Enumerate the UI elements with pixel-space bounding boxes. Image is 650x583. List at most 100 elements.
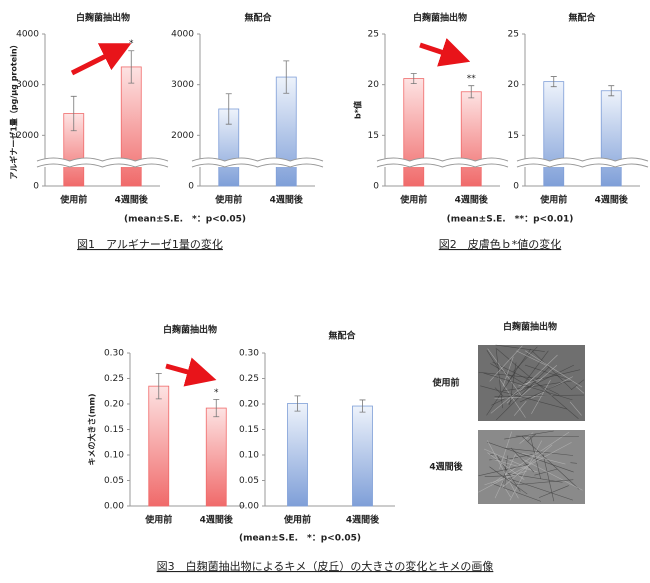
y-tick-label: 0.05 [239,476,259,486]
texture-line [478,463,531,477]
x-tick-label: 4週間後 [270,194,304,206]
y-axis-label: アルギナーゼ1量（pg/μg protein） [9,40,19,179]
axis-break [376,163,509,168]
bar [403,78,425,187]
texture-line [522,452,566,465]
skin-image [478,345,585,421]
note: (mean±S.E. **：p<0.01) [447,215,574,225]
y-tick-label: 0 [188,182,194,192]
texture-line [527,433,537,442]
bar [120,66,142,187]
x-tick-label: 4週間後 [595,194,629,206]
texture-line [509,362,517,406]
chart-title: 無配合 [328,330,356,342]
axis-break-band [377,161,508,167]
texture-line [538,485,569,498]
error-bar [294,395,301,412]
y-tick-label: 25 [508,30,519,40]
texture-line [570,462,577,464]
texture-line [502,476,573,501]
texture-line [516,350,547,366]
texture-line [501,444,553,488]
x-tick-label: 4週間後 [455,194,489,206]
texture-line [524,369,581,383]
trend-arrow [419,38,471,67]
texture-line [487,348,523,397]
texture-line [515,435,579,437]
texture-line [491,364,575,406]
y-tick-label: 0 [373,182,379,192]
y-tick-label: 0.05 [104,476,124,486]
texture-line [494,387,504,397]
texture-line [531,350,573,391]
y-tick-label: 0.10 [239,451,259,461]
texture-line [502,484,511,498]
error-bar [70,95,77,132]
texture-line [509,440,542,501]
error-bar [550,76,557,88]
x-tick-label: 使用前 [214,194,242,206]
y-tick-label: 0.30 [104,349,124,359]
texture-line [502,356,514,387]
bar [287,403,308,507]
y-tick-label: 0.00 [104,502,124,512]
texture-line [478,372,541,379]
y-tick-label: 0.15 [104,425,124,435]
texture-line [504,447,574,456]
bar [148,385,170,507]
texture-line [490,376,535,414]
skin-image [478,430,585,504]
axis-break [36,157,169,162]
texture-line [521,436,580,490]
y-tick-label: 2000 [16,131,39,141]
note: (mean±S.E. *：p<0.05) [124,215,246,225]
y-tick-label: 2000 [171,131,194,141]
y-tick-label: 20 [508,80,520,90]
texture-line [494,394,584,397]
texture-line [515,455,583,491]
texture-line [486,350,499,369]
bar [600,90,622,187]
error-bar [128,50,135,84]
texture-line [530,436,542,479]
texture-line [510,447,535,473]
texture-line [489,345,523,382]
texture-line [512,346,538,373]
error-bar [225,93,232,125]
chart-title: 無配合 [568,12,596,24]
y-tick-label: 0 [33,182,39,192]
axis-break [516,157,649,162]
y-axis-label: キメの大きさ(mm) [87,394,97,466]
texture-line [524,350,583,388]
significance: * [129,39,134,49]
error-bar [155,373,162,400]
y-tick-label: 0.20 [104,400,124,410]
skin-texture [478,344,585,502]
x-tick-label: 使用前 [144,514,172,526]
significance: ** [467,74,477,84]
y-tick-label: 0.00 [239,502,259,512]
chart-title: 白麹菌抽出物 [76,12,130,24]
image-title: 白麹菌抽出物 [503,321,557,333]
texture-line [519,382,562,403]
texture-line [496,366,551,421]
texture-line [487,440,519,499]
caption: 図3 白麹菌抽出物によるキメ（皮丘）の大きさの変化とキメの画像 [157,559,494,573]
axis-break-band [37,161,168,167]
axis-break [36,163,169,168]
bar [352,405,373,507]
y-tick-label: 20 [368,80,380,90]
y-tick-label: 3000 [16,80,39,90]
caption: 図1 アルギナーゼ1量の変化 [77,237,223,251]
axis-break-band [192,161,323,167]
x-tick-label: 4週間後 [115,194,149,206]
chart-title: 白麹菌抽出物 [413,12,467,24]
y-tick-label: 3000 [171,80,194,90]
axis-break [516,163,649,168]
axis-break [191,157,324,162]
note: (mean±S.E. *：p<0.05) [239,534,361,544]
x-tick-label: 4週間後 [200,514,234,526]
texture-line [524,364,568,380]
texture-line [542,454,555,502]
